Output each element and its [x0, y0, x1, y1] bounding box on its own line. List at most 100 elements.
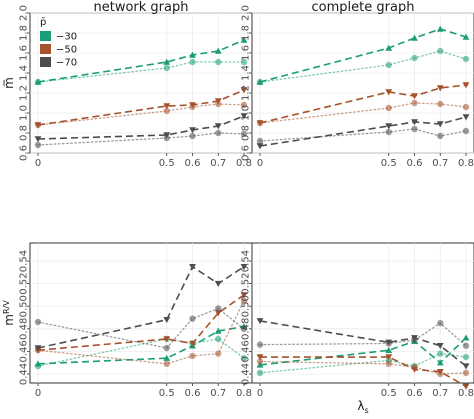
dotted-series-point	[163, 360, 170, 368]
x-tick-label: 0.6	[407, 158, 423, 169]
dotted-series-point	[385, 360, 392, 368]
x-tick-label: 0	[35, 388, 41, 399]
legend-title: p̄	[40, 17, 46, 28]
x-tick-label: 0.5	[159, 388, 175, 399]
x-tick-label: 0.8	[236, 388, 252, 399]
dotted-series-point	[462, 103, 470, 111]
dotted-series-point	[189, 352, 196, 360]
dashed-series-point	[214, 123, 222, 130]
strip-title-complete-graph: complete graph	[312, 0, 415, 15]
dotted-series-point	[411, 54, 418, 62]
y-tick-label: 1.4	[19, 65, 30, 81]
dotted-series-point	[411, 99, 418, 107]
x-tick-label: 0.7	[210, 388, 226, 399]
panel-r1-c1	[251, 242, 474, 384]
dotted-series-point	[462, 55, 470, 63]
dashed-series-point	[214, 47, 222, 54]
y-tick-label: 0.46	[19, 340, 30, 362]
dotted-series-point	[256, 369, 264, 377]
dotted-series-point	[240, 130, 248, 138]
y-tick-label: 0.46	[241, 340, 252, 362]
y-axis-title: m̅	[2, 77, 16, 89]
series-group-1	[256, 354, 470, 390]
dashed-series-point	[240, 36, 248, 43]
dashed-series-point	[385, 44, 393, 51]
panel-backgrounds	[29, 12, 474, 384]
series-group-2	[34, 113, 248, 149]
x-tick-label: 0.7	[432, 158, 448, 169]
y-tick-label: 0.8	[241, 125, 252, 141]
dotted-series-point	[240, 325, 248, 333]
x-tick-label: 0.7	[210, 158, 226, 169]
x-tick-label: 0.8	[236, 158, 252, 169]
column-strip-titles: network graph complete graph	[94, 0, 415, 15]
y-tick-label: 1.2	[241, 85, 252, 101]
dashed-series-point	[436, 121, 444, 128]
x-tick-label: 0.5	[381, 158, 397, 169]
legend-item: −70	[40, 57, 77, 69]
dotted-series-line	[259, 360, 467, 375]
dotted-series-point	[411, 125, 418, 133]
dashed-series-point	[163, 132, 171, 139]
x-axis-title: λs	[357, 399, 368, 415]
series-group-0	[34, 36, 248, 86]
dashed-series-point	[411, 335, 418, 342]
dashed-series-point	[411, 93, 418, 100]
dotted-series-line	[37, 132, 245, 146]
panel-frame	[251, 12, 474, 154]
dashed-series-point	[256, 78, 264, 85]
x-tick-label: 0.6	[185, 388, 201, 399]
dotted-series-point	[163, 107, 170, 115]
x-tick-label: 0.6	[185, 158, 201, 169]
panel-frame	[29, 12, 253, 154]
x-tick-label: 0.8	[458, 158, 474, 169]
y-tick-label: 0.6	[241, 145, 252, 161]
dashed-series-point	[436, 343, 444, 350]
dotted-series-point	[163, 344, 170, 352]
dotted-series-point	[215, 305, 222, 312]
dashed-series-point	[214, 280, 222, 288]
x-tick-label: 0.5	[381, 388, 397, 399]
dashed-series-point	[214, 327, 222, 334]
dashed-series-point	[240, 263, 248, 271]
y-tick-label: 0.52	[19, 273, 30, 295]
y-tick-label: 0.54	[19, 250, 30, 272]
dotted-series-point	[385, 61, 392, 69]
dotted-series-point	[215, 350, 222, 357]
panel-r0-c1	[251, 12, 474, 154]
y-tick-label: 1.8	[241, 25, 252, 41]
y-tick-label: 0.50	[241, 295, 252, 317]
dotted-series-point	[256, 341, 264, 348]
x-tick-label: 0.5	[159, 158, 175, 169]
x-tick-label: 0	[257, 388, 263, 399]
axes-layer: 0.60.81.01.21.41.61.82.00 0.5 0.6 0.7 0.80.6…	[19, 5, 474, 399]
dashed-series-point	[189, 102, 196, 109]
dashed-series-point	[436, 25, 444, 32]
dotted-series-point	[34, 318, 42, 326]
axis-titles: m̅ mR/V λs	[2, 77, 369, 415]
legend-label: −30	[56, 32, 77, 43]
y-tick-label: 1.4	[241, 65, 252, 81]
dashed-series-point	[214, 98, 222, 105]
dashed-series-point	[462, 114, 470, 121]
dotted-series-line	[259, 322, 467, 347]
dotted-series-point	[34, 141, 42, 149]
dotted-series-point	[437, 100, 444, 108]
y-tick-label: 0.54	[241, 250, 252, 272]
panel-r0-c0	[29, 12, 253, 154]
legend-label: −70	[56, 58, 77, 69]
dashed-series-point	[163, 317, 171, 324]
dashed-series-point	[163, 103, 171, 110]
dotted-series-point	[462, 353, 470, 361]
dashed-series-point	[256, 354, 264, 361]
dashed-series-point	[385, 89, 393, 96]
dotted-series-point	[189, 132, 196, 140]
y-tick-label: 0.50	[19, 295, 30, 317]
panel-frame	[251, 242, 474, 384]
dotted-series-point	[256, 358, 264, 365]
y-tick-label: 2.0	[19, 5, 30, 21]
dashed-series-point	[385, 339, 393, 346]
x-tick-label: 0	[35, 158, 41, 169]
dashed-series-point	[163, 336, 171, 343]
